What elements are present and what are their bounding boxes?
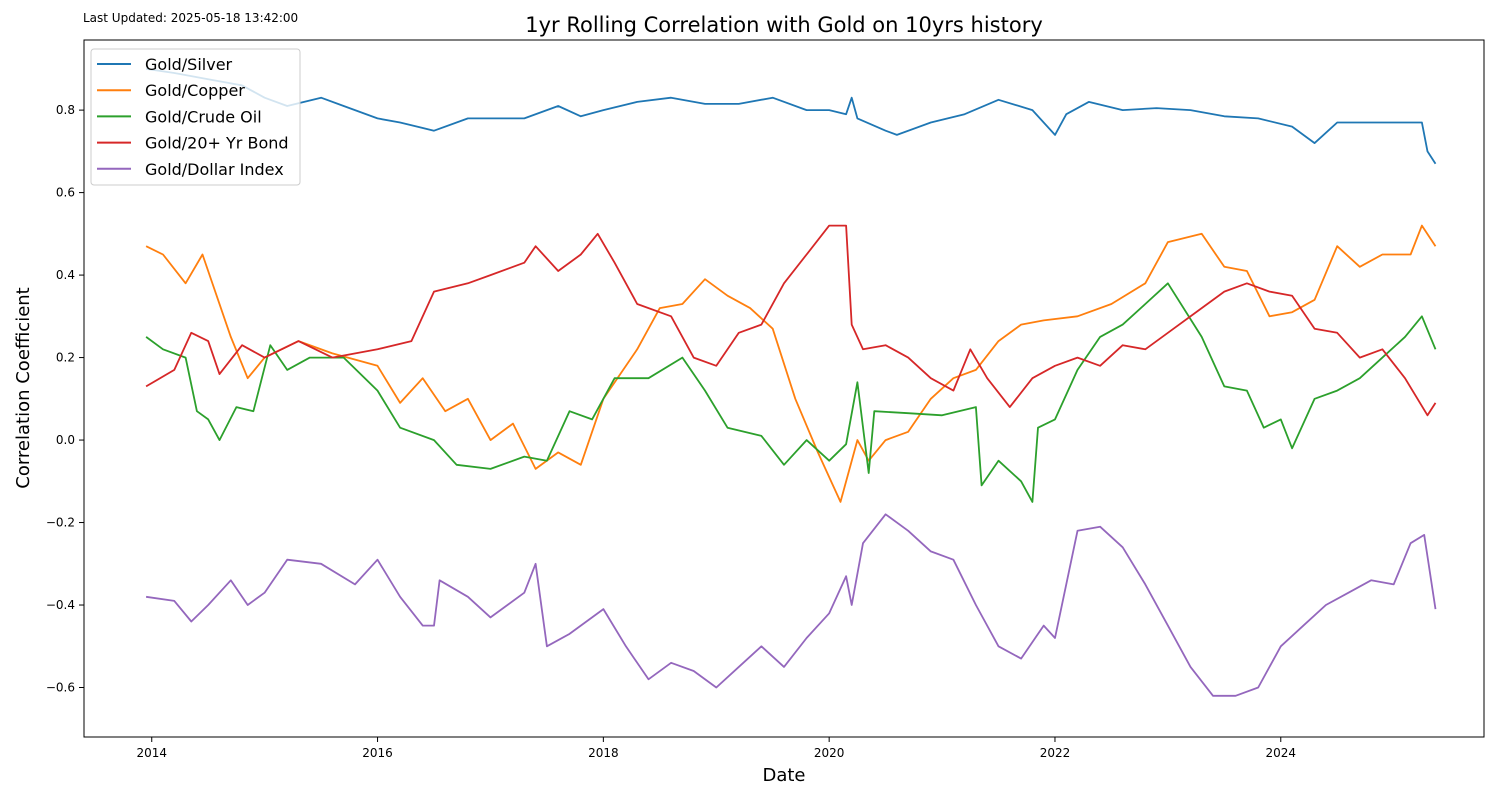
- legend-box: [90, 48, 301, 186]
- series-lines: [145, 68, 1437, 697]
- x-tick-label: 2024: [1266, 746, 1297, 760]
- x-axis-label: Date: [762, 765, 805, 786]
- legend-label: Gold/Copper: [145, 81, 245, 100]
- y-tick-label: 0.4: [56, 268, 75, 282]
- series-line-3: [145, 224, 1437, 417]
- x-tick-label: 2022: [1040, 746, 1071, 760]
- y-tick-label: 0.6: [56, 186, 75, 200]
- x-tick-label: 2018: [588, 746, 619, 760]
- legend: Gold/Silver Gold/Copper Gold/Crude Oil Gold…: [90, 48, 301, 186]
- y-axis-ticks: −0.6 −0.4 −0.2 0.0 0.2 0.4 0.6 0.8: [46, 103, 84, 695]
- plot-frame: [83, 39, 1485, 738]
- y-tick-label: −0.4: [46, 598, 75, 612]
- x-axis-ticks: 2014 2016 2018 2020 2022 2024: [136, 737, 1296, 760]
- legend-label: Gold/Silver: [145, 55, 233, 74]
- series-line-2: [145, 282, 1437, 503]
- series-line-1: [145, 224, 1437, 503]
- x-tick-label: 2020: [814, 746, 845, 760]
- y-axis-label: Correlation Coefficient: [13, 287, 34, 488]
- x-tick-label: 2016: [362, 746, 393, 760]
- x-tick-label: 2014: [136, 746, 167, 760]
- y-tick-label: −0.6: [46, 681, 75, 695]
- legend-label: Gold/Crude Oil: [145, 107, 262, 126]
- chart-title: 1yr Rolling Correlation with Gold on 10y…: [525, 13, 1043, 37]
- y-tick-label: −0.2: [46, 516, 75, 530]
- legend-label: Gold/20+ Yr Bond: [145, 134, 289, 153]
- series-line-4: [145, 513, 1437, 697]
- plot-area: [84, 40, 1484, 737]
- legend-label: Gold/Dollar Index: [145, 160, 284, 179]
- y-tick-label: 0.2: [56, 351, 75, 365]
- y-tick-label: 0.8: [56, 103, 75, 117]
- y-tick-label: 0.0: [56, 433, 75, 447]
- last-updated-text: Last Updated: 2025-05-18 13:42:00: [83, 11, 298, 25]
- series-line-0: [145, 68, 1437, 165]
